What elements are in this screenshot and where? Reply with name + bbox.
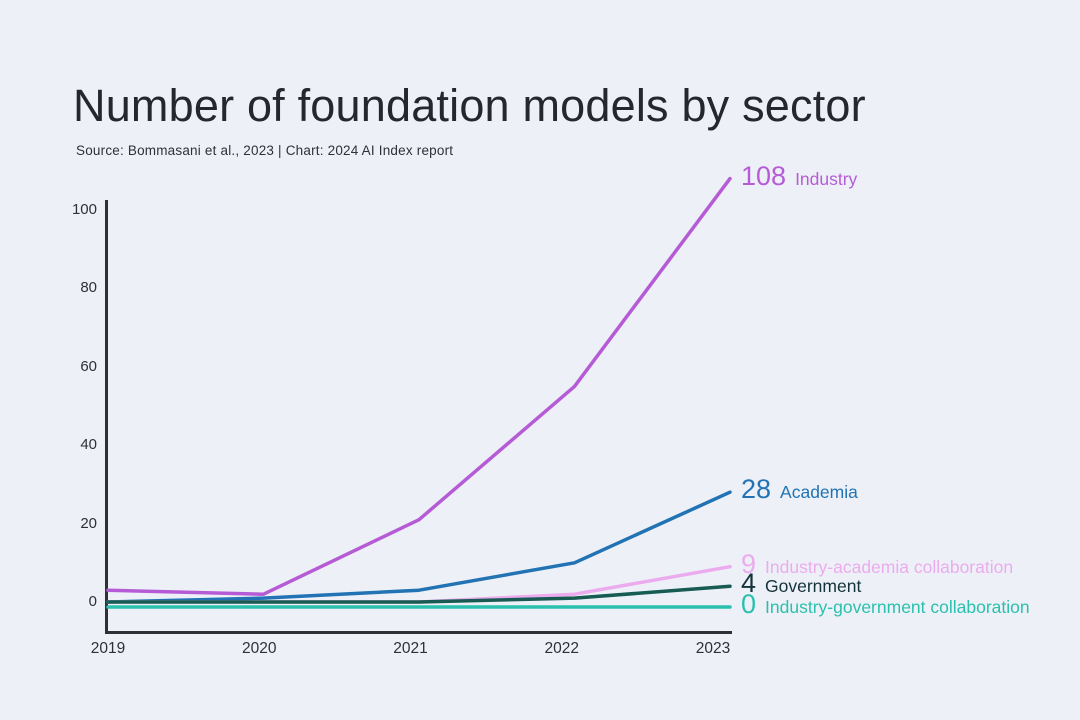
y-tick-label: 80 — [80, 279, 97, 297]
end-label-value: 4 — [741, 568, 757, 599]
end-label-name: Industry — [795, 168, 858, 189]
end-label-industry: 108 Industry — [741, 160, 858, 192]
y-tick-label: 60 — [80, 357, 97, 375]
series-line-industry — [106, 176, 732, 596]
end-label-value: 0 — [741, 589, 757, 619]
end-label-academia: 28 Academia — [741, 475, 858, 505]
x-tick-label: 2023 — [695, 640, 731, 657]
y-tick-label: 20 — [80, 514, 97, 532]
series-lines — [106, 176, 732, 609]
y-tick-label: 0 — [88, 593, 97, 610]
end-label-name: Industry-academia collaboration — [765, 556, 1014, 577]
end-label-name: Government — [765, 576, 862, 597]
y-tick-label: 100 — [71, 201, 97, 218]
end-label-industry-government: 0 Industry-government collaboration — [741, 589, 1030, 620]
end-label-name: Academia — [780, 482, 858, 503]
end-label-name: Industry-government collaboration — [765, 597, 1030, 617]
x-tick-label: 2020 — [242, 640, 277, 657]
end-label-value: 108 — [741, 160, 787, 191]
x-tick-label: 2019 — [90, 640, 126, 657]
x-tick-label: 2022 — [544, 640, 579, 657]
end-label-value: 28 — [741, 474, 772, 505]
chart-title: Number of foundation models by sector — [73, 80, 866, 131]
y-tick-label: 40 — [80, 436, 97, 454]
end-label-government: 4 Government — [741, 569, 861, 599]
series-line-government — [106, 584, 732, 604]
series-line-academia — [106, 490, 732, 604]
end-label-industry-academia: 9 Industry-academia collaboration — [741, 548, 1014, 580]
x-tick-label: 2021 — [393, 640, 428, 657]
end-label-value: 9 — [741, 548, 757, 579]
series-line-industry-academia-collaboration — [106, 564, 732, 604]
chart-source-note: Source: Bommasani et al., 2023 | Chart: … — [76, 143, 454, 158]
